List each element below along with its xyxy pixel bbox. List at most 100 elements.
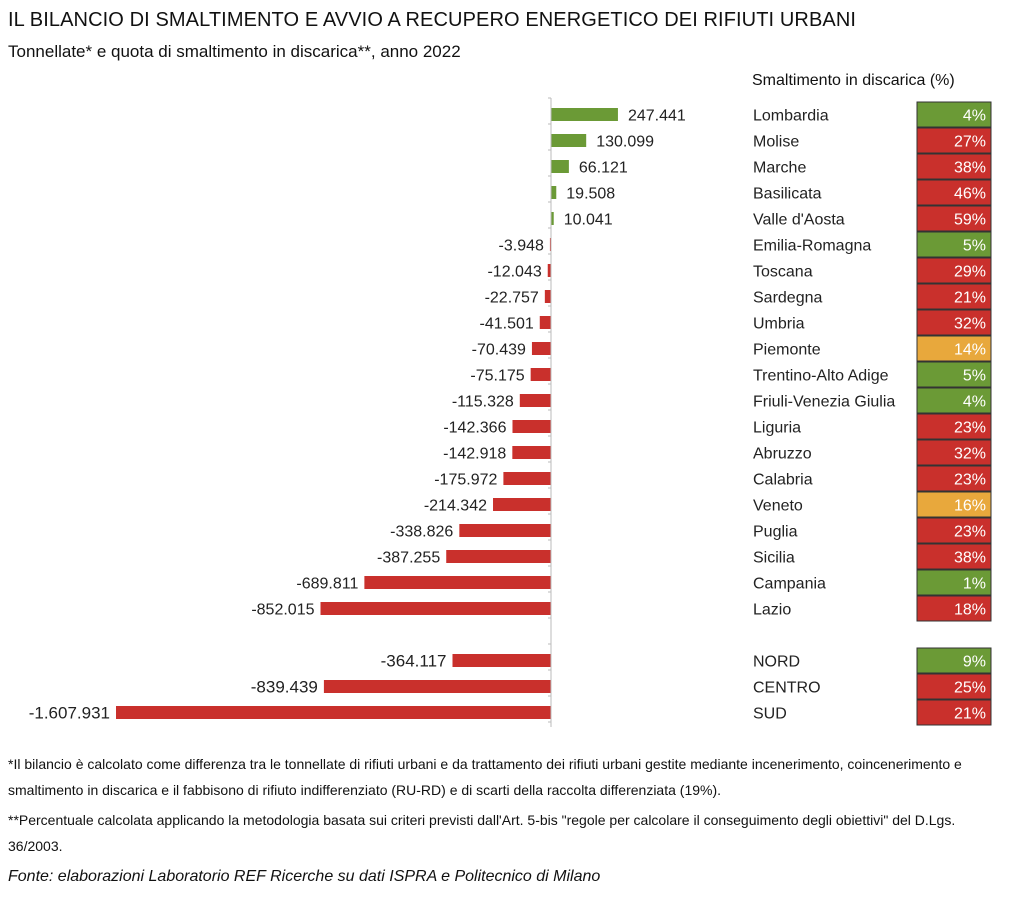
category-label-nord: NORD [753,654,800,671]
footnotes: *Il bilancio è calcolato come differenza… [8,751,1008,863]
landfill-share-label-campania: 1% [963,576,986,593]
bar-valle-d-aosta [551,212,554,225]
landfill-share-label-umbria: 32% [954,316,986,333]
category-label-marche: Marche [753,160,806,177]
landfill-share-box-basilicata [916,179,992,206]
landfill-share-box-emilia-romagna [916,231,992,258]
category-label-campania: Campania [753,576,826,593]
value-label-centro: -839.439 [251,678,318,697]
landfill-share-box-molise [916,127,992,154]
bar-veneto [493,498,551,511]
value-label-sardegna: -22.757 [485,290,539,307]
landfill-share-label-emilia-romagna: 5% [963,238,986,255]
value-label-lombardia: 247.441 [628,108,686,125]
landfill-share-label-valle-d-aosta: 59% [954,212,986,229]
bar-campania [364,576,551,589]
landfill-share-label-friuli-venezia-giulia: 4% [963,394,986,411]
bar-toscana [547,264,551,277]
value-label-sicilia: -387.255 [377,550,440,567]
landfill-share-label-lombardia: 4% [963,108,986,125]
footnote-balance: *Il bilancio è calcolato come differenza… [8,756,962,798]
bar-friuli-venezia-giulia [519,394,551,407]
value-label-nord: -364.117 [381,652,447,671]
value-label-liguria: -142.366 [443,420,506,437]
bar-basilicata [551,186,557,199]
landfill-share-label-liguria: 23% [954,420,986,437]
landfill-share-box-valle-d-aosta [916,205,992,232]
landfill-share-label-sardegna: 21% [954,290,986,307]
landfill-share-box-umbria [916,309,992,336]
footnote-percentage: **Percentuale calcolata applicando la me… [8,812,956,854]
value-label-puglia: -338.826 [390,524,453,541]
value-label-emilia-romagna: -3.948 [499,238,544,255]
value-label-valle-d-aosta: 10.041 [564,212,613,229]
landfill-share-label-puglia: 23% [954,524,986,541]
source-note: Fonte: elaborazioni Laboratorio REF Rice… [8,868,601,885]
landfill-share-box-veneto [916,491,992,518]
bar-calabria [503,472,551,485]
landfill-share-box-sud [916,699,992,726]
value-label-friuli-venezia-giulia: -115.328 [452,394,514,411]
landfill-share-box-toscana [916,257,992,284]
value-label-toscana: -12.043 [487,264,541,281]
value-label-basilicata: 19.508 [566,186,615,203]
bar-lazio [320,602,551,615]
landfill-share-box-nord [916,647,992,674]
chart-subtitle: Tonnellate* e quota di smaltimento in di… [8,42,461,61]
value-label-sud: -1.607.931 [29,704,110,723]
category-label-piemonte: Piemonte [753,342,821,359]
category-label-puglia: Puglia [753,524,798,541]
value-label-marche: 66.121 [579,160,628,177]
bar-piemonte [531,342,551,355]
category-label-toscana: Toscana [753,264,813,281]
category-label-calabria: Calabria [753,472,813,489]
value-label-molise: 130.099 [596,134,654,151]
bar-liguria [512,420,551,433]
category-label-lazio: Lazio [753,602,791,619]
value-label-calabria: -175.972 [434,472,497,489]
landfill-share-label-trentino-alto-adige: 5% [963,368,986,385]
value-label-abruzzo: -142.918 [443,446,506,463]
chart-title: IL BILANCIO DI SMALTIMENTO E AVVIO A REC… [8,9,857,31]
landfill-share-box-puglia [916,517,992,544]
landfill-share-label-piemonte: 14% [954,342,986,359]
bar-umbria [539,316,551,329]
landfill-share-label-veneto: 16% [954,498,986,515]
bar-nord [452,654,551,667]
landfill-share-box-campania [916,569,992,596]
bar-marche [551,160,569,173]
category-label-molise: Molise [753,134,799,151]
landfill-share-box-friuli-venezia-giulia [916,387,992,414]
value-label-veneto: -214.342 [424,498,487,515]
bar-lombardia [551,108,618,121]
bar-molise [551,134,587,147]
landfill-share-box-abruzzo [916,439,992,466]
bar-sardegna [544,290,551,303]
category-label-friuli-venezia-giulia: Friuli-Venezia Giulia [753,394,895,411]
landfill-share-label-nord: 9% [963,654,986,671]
category-label-liguria: Liguria [753,420,801,437]
landfill-share-label-sicilia: 38% [954,550,986,567]
value-label-piemonte: -70.439 [472,342,526,359]
landfill-share-label-calabria: 23% [954,472,986,489]
bar-sicilia [446,550,551,563]
category-label-abruzzo: Abruzzo [753,446,812,463]
landfill-share-header: Smaltimento in discarica (%) [752,72,955,89]
category-label-umbria: Umbria [753,316,805,333]
value-label-campania: -689.811 [296,576,358,593]
landfill-share-label-centro: 25% [954,680,986,697]
category-label-veneto: Veneto [753,498,803,515]
landfill-share-label-lazio: 18% [954,602,986,619]
landfill-share-label-basilicata: 46% [954,186,986,203]
value-label-lazio: -852.015 [251,602,314,619]
landfill-share-box-sicilia [916,543,992,570]
bar-chart: 247.441 Lombardia 4% 130.099 Molise 27% 66.121… [29,97,992,727]
landfill-share-box-sardegna [916,283,992,310]
category-label-trentino-alto-adige: Trentino-Alto Adige [753,368,889,385]
category-label-sardegna: Sardegna [753,290,822,307]
bar-sud [116,706,551,719]
landfill-share-box-centro [916,673,992,700]
value-label-trentino-alto-adige: -75.175 [470,368,524,385]
category-label-centro: CENTRO [753,680,821,697]
category-label-emilia-romagna: Emilia-Romagna [753,238,871,255]
